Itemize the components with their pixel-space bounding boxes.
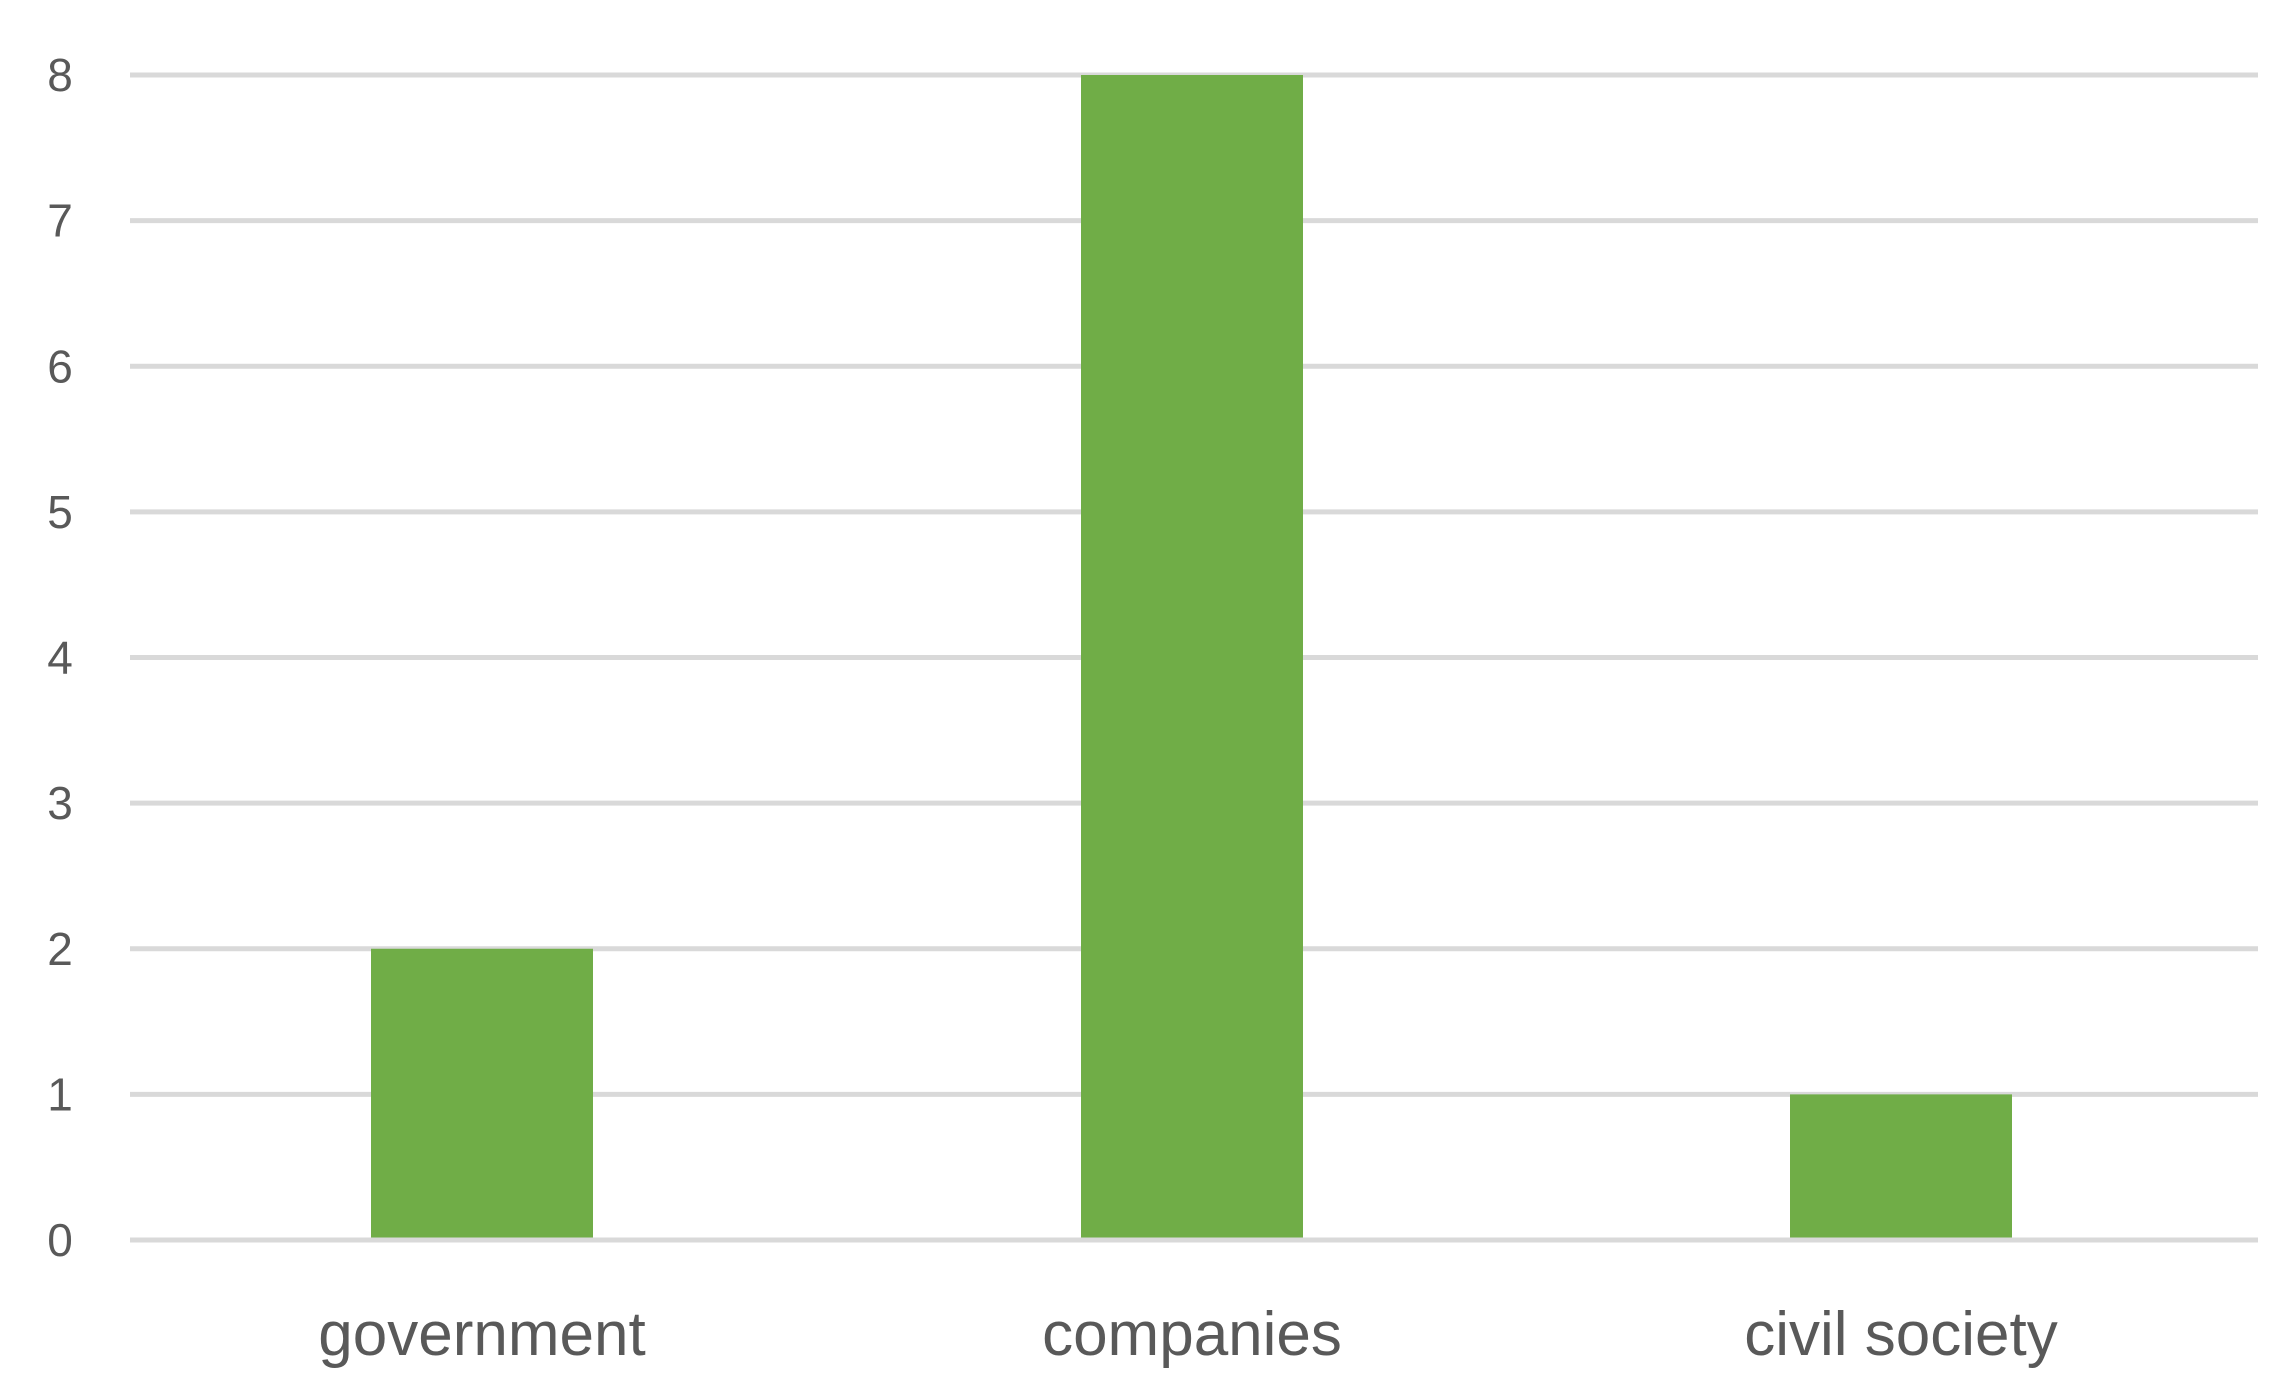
y-tick-label-7: 7 (47, 195, 73, 247)
bar-civil-society (1790, 1094, 2012, 1240)
x-category-label-companies: companies (1042, 1300, 1342, 1369)
bar-companies (1081, 75, 1303, 1240)
bar-government (371, 948, 593, 1240)
x-axis-categories: government companies civil society (318, 1300, 2057, 1369)
y-axis-ticks: 0 1 2 3 4 5 6 7 8 (47, 49, 73, 1266)
y-tick-label-2: 2 (47, 923, 73, 975)
y-tick-label-1: 1 (47, 1068, 73, 1120)
x-category-label-civil-society: civil society (1744, 1300, 2058, 1369)
y-tick-label-8: 8 (47, 49, 73, 101)
y-tick-label-4: 4 (47, 632, 73, 684)
y-tick-label-0: 0 (47, 1214, 73, 1266)
bars (130, 75, 2258, 1243)
y-tick-label-3: 3 (47, 777, 73, 829)
y-tick-label-5: 5 (47, 486, 73, 538)
x-category-label-government: government (318, 1300, 645, 1369)
y-tick-label-6: 6 (47, 340, 73, 392)
